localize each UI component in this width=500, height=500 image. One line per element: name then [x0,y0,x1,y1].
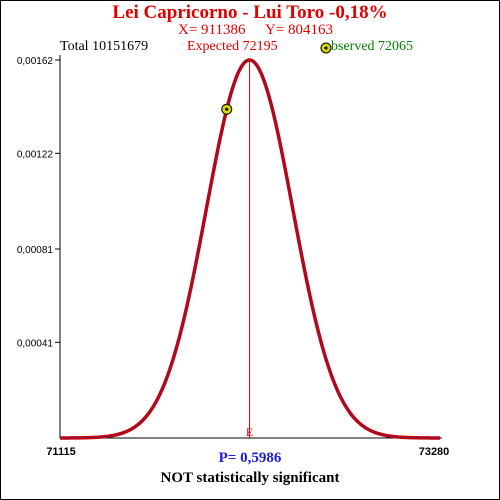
y-tick-label: 0,00081 [17,245,54,256]
expected-marker-label: E [246,425,253,439]
y-tick-label: 0,00041 [17,338,54,349]
p-value: P= 0,5986 [218,450,282,466]
observed-marker-dot [225,107,229,111]
y-tick-label: 0,00122 [17,149,54,160]
observed-legend-text: bserved 72065 [331,39,414,54]
total-label: Total 10151679 [60,39,149,54]
x-count-label: X= 911386 [178,22,246,38]
observed-label: bserved 72065 [322,39,413,55]
y-tick-label: 0,00162 [17,56,54,67]
y-count-label: Y= 804163 [265,22,334,38]
expected-label: Expected 72195 [187,39,278,54]
significance-verdict: NOT statistically significant [160,470,340,486]
chart-title: Lei Capricorno - Lui Toro -0,18% [112,2,388,23]
x-tick-label-max: 73280 [419,446,450,458]
observed-legend-marker-dot [324,46,328,50]
x-tick-label-min: 71115 [46,446,75,458]
